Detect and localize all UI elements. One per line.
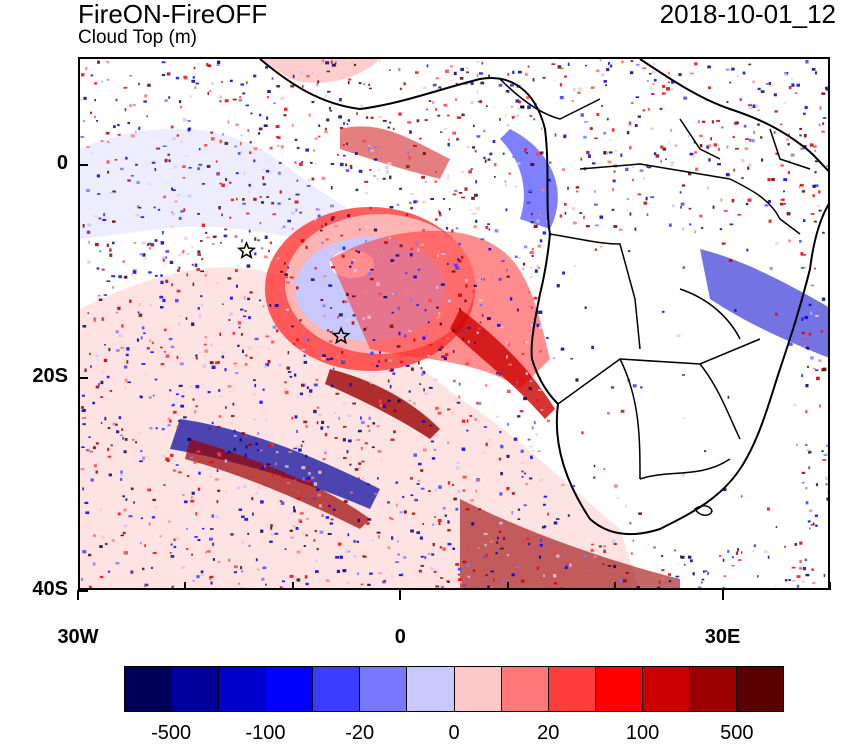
lat-tick-mark <box>78 163 88 166</box>
datetime-label: 2018-10-01_12 <box>659 0 836 29</box>
colorbar-swatch <box>737 667 784 711</box>
colorbar-swatch <box>595 667 643 711</box>
colorbar-label: 500 <box>720 722 754 744</box>
colorbar-swatch <box>266 667 314 711</box>
map-title: FireON-FireOFF <box>78 0 268 29</box>
colorbar-swatch <box>454 667 502 711</box>
colorbar-label: -20 <box>345 722 375 744</box>
colorbar-swatch <box>548 667 596 711</box>
colorbar-swatch <box>219 667 267 711</box>
colorbar-swatch <box>501 667 549 711</box>
coastlines <box>259 59 828 536</box>
map-panel <box>78 57 830 590</box>
colorbar-label: 100 <box>625 722 660 744</box>
colorbar-swatch <box>689 667 738 711</box>
lon-tick-mark <box>77 590 79 600</box>
colorbar-swatch <box>313 667 361 711</box>
lat-tick-mark <box>78 590 88 592</box>
colorbar-label: -500 <box>151 722 192 744</box>
colorbar-swatch <box>125 667 173 711</box>
colorbar-swatch <box>642 667 690 711</box>
lat-tick-label: 40S <box>32 578 68 600</box>
map-canvas <box>80 59 828 588</box>
marker-layer <box>236 240 351 345</box>
colorbar-label: -100 <box>245 722 286 744</box>
colorbar <box>124 666 784 712</box>
lon-minor-tick <box>829 582 831 590</box>
variable-label: Cloud Top (m) <box>78 27 197 48</box>
country-borders <box>499 78 811 516</box>
lat-tick-label: 0 <box>56 151 68 174</box>
lon-minor-tick <box>291 582 294 590</box>
lon-minor-tick <box>184 582 187 590</box>
star-marker <box>236 240 257 260</box>
lon-tick-label: 30E <box>704 626 741 648</box>
colorbar-swatch <box>360 667 408 711</box>
difference-field <box>80 59 828 588</box>
colorbar-swatch <box>407 667 455 711</box>
colorbar-label: 20 <box>537 722 560 744</box>
lon-tick-mark <box>399 590 402 600</box>
star-marker <box>331 326 351 345</box>
lat-tick-mark <box>78 376 88 379</box>
lon-minor-tick <box>614 582 617 590</box>
lon-tick-label: 30W <box>57 626 99 648</box>
lon-tick-label: 0 <box>394 626 406 648</box>
lat-tick-label: 20S <box>32 364 68 387</box>
lon-tick-mark <box>721 590 724 600</box>
colorbar-swatch <box>172 667 220 711</box>
speckle-noise <box>80 59 828 588</box>
lon-minor-tick <box>506 582 509 590</box>
colorbar-label: 0 <box>448 722 460 744</box>
